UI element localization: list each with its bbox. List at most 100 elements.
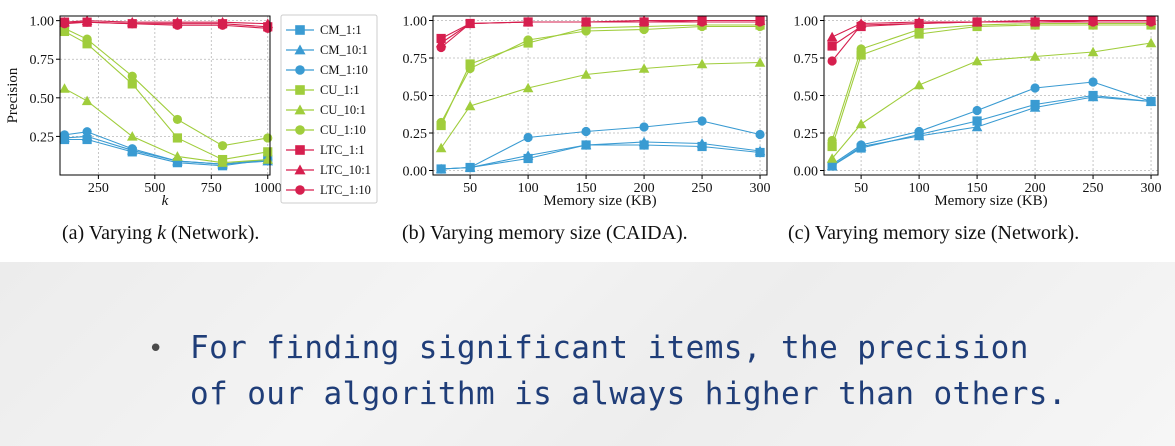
caption-a-var: k bbox=[157, 222, 167, 244]
data-point bbox=[82, 17, 92, 27]
series-line bbox=[831, 94, 1152, 167]
legend-marker bbox=[294, 104, 306, 115]
data-point bbox=[856, 50, 866, 60]
y-tick-label: 0.50 bbox=[403, 90, 428, 105]
data-point bbox=[581, 126, 591, 137]
data-point bbox=[1087, 46, 1099, 57]
data-point bbox=[82, 39, 92, 49]
series-line bbox=[831, 22, 1152, 141]
data-point bbox=[580, 139, 592, 150]
x-tick-label: 100 bbox=[518, 181, 539, 196]
x-tick-label: 100 bbox=[909, 181, 930, 196]
data-point bbox=[523, 17, 533, 27]
y-axis-label: Precision bbox=[5, 67, 21, 123]
bullet-line-2: of our algorithm is always higher than o… bbox=[190, 376, 1067, 412]
data-point bbox=[217, 157, 228, 167]
slide-background bbox=[0, 262, 1175, 446]
data-point bbox=[436, 117, 446, 128]
data-point bbox=[522, 150, 534, 160]
y-tick-label: 1.00 bbox=[30, 15, 55, 30]
caption-a-prefix: (a) Varying bbox=[62, 222, 158, 244]
data-point bbox=[127, 79, 137, 89]
y-tick-label: 1.00 bbox=[403, 15, 428, 30]
x-tick-label: 50 bbox=[854, 181, 868, 196]
series-line bbox=[440, 24, 761, 126]
data-point bbox=[639, 24, 649, 35]
figure-svg: 250 500 750 1000 0.25 0.50 0.75 1.00 k Precision 5… bbox=[5, 14, 1162, 210]
legend-label: CU_1:1 bbox=[320, 83, 360, 97]
data-point bbox=[696, 138, 708, 148]
legend-box bbox=[280, 14, 378, 204]
x-tick-label: 150 bbox=[576, 181, 597, 196]
data-point bbox=[754, 145, 766, 156]
legend-marker bbox=[295, 25, 305, 35]
data-point bbox=[523, 35, 533, 45]
data-point bbox=[638, 136, 650, 147]
y-tick-label: 0.25 bbox=[794, 127, 819, 142]
data-point bbox=[638, 63, 650, 73]
legend-marker bbox=[295, 185, 305, 195]
chart-panel-a: 250 500 750 1000 0.25 0.50 0.75 1.00 k Precision bbox=[5, 15, 282, 209]
data-point bbox=[59, 130, 70, 140]
x-tick-label: 150 bbox=[967, 181, 988, 196]
series-line bbox=[440, 25, 761, 123]
y-tick-label: 0.25 bbox=[403, 127, 428, 142]
x-tick-label: 750 bbox=[201, 181, 222, 196]
data-point bbox=[639, 122, 649, 132]
plot-frame bbox=[823, 15, 1159, 176]
data-point bbox=[522, 82, 534, 93]
data-point bbox=[1088, 77, 1098, 87]
y-tick-label: 0.75 bbox=[30, 53, 55, 68]
data-point bbox=[826, 31, 838, 42]
data-point bbox=[523, 132, 533, 143]
data-point bbox=[581, 17, 591, 27]
chart-panel-c: 50 100 150 200 250 300 0.00 0.25 0.50 0.75 1.00 Mem… bbox=[794, 15, 1162, 210]
series-line bbox=[440, 61, 761, 149]
y-tick-label: 0.75 bbox=[794, 52, 819, 67]
data-point bbox=[971, 121, 983, 132]
data-point bbox=[59, 19, 70, 29]
bullet-line-1: For finding significant items, the preci… bbox=[190, 330, 1029, 366]
y-tick-label: 0.25 bbox=[30, 130, 55, 145]
data-point bbox=[435, 142, 447, 153]
x-tick-label: 250 bbox=[1083, 181, 1104, 196]
series-line bbox=[831, 96, 1152, 167]
series-line bbox=[64, 30, 268, 161]
legend-label: LTC_10:1 bbox=[320, 163, 371, 177]
series-line bbox=[440, 21, 761, 48]
legend-label: CM_1:10 bbox=[320, 63, 368, 77]
data-point bbox=[127, 71, 137, 81]
series-line bbox=[64, 27, 268, 147]
plot-frame bbox=[59, 15, 271, 176]
legend: CM_1:1 CM_10:1 CM_1:10 CU_1:1 CU_10:1 CU_1:10… bbox=[280, 14, 378, 204]
y-tick-label: 1.00 bbox=[794, 15, 819, 30]
y-tick-label: 0.50 bbox=[794, 90, 819, 105]
x-tick-label: 250 bbox=[88, 181, 109, 196]
x-tick-label: 1000 bbox=[254, 181, 282, 196]
data-point bbox=[826, 153, 838, 163]
data-point bbox=[914, 18, 924, 29]
legend-label: LTC_1:10 bbox=[320, 183, 371, 197]
caption-c: (c) Varying memory size (Network). bbox=[788, 222, 1080, 244]
data-point bbox=[81, 95, 93, 106]
legend-label: CU_1:10 bbox=[320, 123, 366, 137]
data-point bbox=[1145, 37, 1157, 48]
data-point bbox=[172, 133, 183, 143]
data-point bbox=[127, 19, 137, 29]
data-point bbox=[59, 83, 70, 93]
data-point bbox=[465, 162, 475, 173]
legend-marker bbox=[295, 145, 305, 155]
data-point bbox=[436, 164, 446, 174]
x-tick-label: 500 bbox=[144, 181, 165, 196]
data-point bbox=[1146, 96, 1156, 107]
y-tick-label: 0.50 bbox=[30, 92, 55, 107]
legend-label: CM_10:1 bbox=[320, 43, 368, 57]
data-point bbox=[827, 135, 837, 146]
data-point bbox=[217, 20, 228, 30]
y-tick-label: 0.00 bbox=[794, 165, 819, 180]
caption-a-suffix: (Network). bbox=[166, 222, 260, 244]
data-point bbox=[1146, 17, 1156, 27]
caption-b: (b) Varying memory size (CAIDA). bbox=[402, 222, 688, 244]
data-point bbox=[972, 116, 982, 126]
data-point bbox=[856, 20, 866, 30]
